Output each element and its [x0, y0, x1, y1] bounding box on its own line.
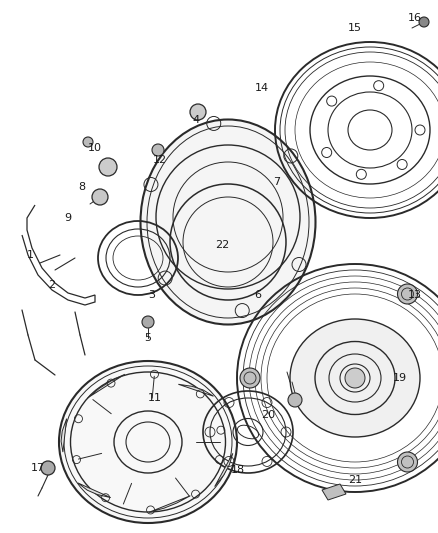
Circle shape — [190, 104, 205, 120]
Circle shape — [396, 284, 417, 304]
Ellipse shape — [290, 319, 419, 437]
Text: 21: 21 — [347, 475, 361, 485]
Text: 5: 5 — [144, 333, 151, 343]
Text: 7: 7 — [273, 177, 280, 187]
Text: 19: 19 — [392, 373, 406, 383]
Polygon shape — [214, 454, 232, 487]
Polygon shape — [78, 483, 110, 498]
Text: 15: 15 — [347, 23, 361, 33]
Text: 2: 2 — [48, 280, 56, 290]
Polygon shape — [178, 384, 213, 396]
Polygon shape — [148, 496, 190, 512]
Text: 17: 17 — [31, 463, 45, 473]
Text: 3: 3 — [148, 290, 155, 300]
Circle shape — [344, 368, 364, 388]
Text: 10: 10 — [88, 143, 102, 153]
Circle shape — [418, 17, 428, 27]
Circle shape — [287, 393, 301, 407]
Text: 11: 11 — [148, 393, 162, 403]
Polygon shape — [61, 418, 67, 452]
Text: 14: 14 — [254, 83, 268, 93]
Circle shape — [396, 452, 417, 472]
Text: 6: 6 — [254, 290, 261, 300]
Text: 8: 8 — [78, 182, 85, 192]
Text: 22: 22 — [214, 240, 229, 250]
Polygon shape — [88, 374, 124, 398]
Circle shape — [240, 368, 259, 388]
Circle shape — [41, 461, 55, 475]
Text: 12: 12 — [152, 155, 167, 165]
Text: 18: 18 — [230, 465, 244, 475]
Circle shape — [152, 144, 164, 156]
Text: 13: 13 — [407, 290, 421, 300]
Text: 4: 4 — [192, 115, 199, 125]
Text: 20: 20 — [260, 410, 275, 420]
Ellipse shape — [140, 119, 315, 325]
Text: 9: 9 — [64, 213, 71, 223]
Ellipse shape — [59, 361, 237, 523]
Circle shape — [141, 316, 154, 328]
Circle shape — [99, 158, 117, 176]
Text: 1: 1 — [26, 250, 33, 260]
Circle shape — [83, 137, 93, 147]
Circle shape — [92, 189, 108, 205]
Text: 16: 16 — [407, 13, 421, 23]
Polygon shape — [321, 484, 345, 500]
